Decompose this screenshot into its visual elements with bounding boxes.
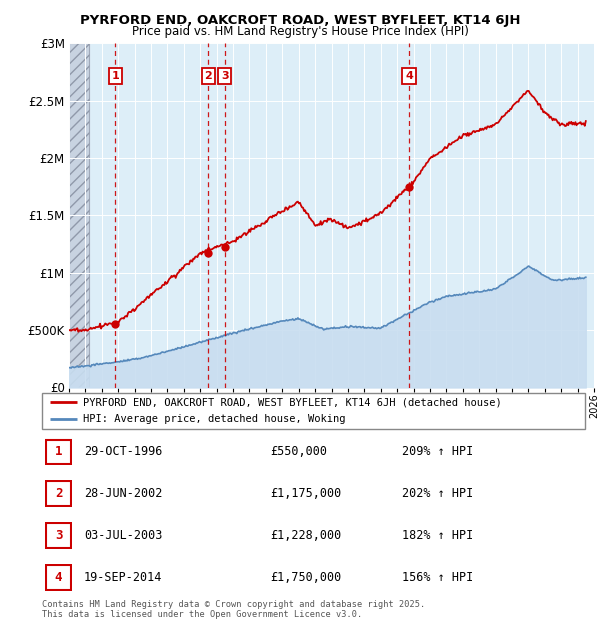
Text: 2: 2	[55, 487, 62, 500]
Text: 4: 4	[405, 71, 413, 81]
Text: 28-JUN-2002: 28-JUN-2002	[84, 487, 163, 500]
Text: £1,175,000: £1,175,000	[270, 487, 341, 500]
Bar	[69, 43, 89, 388]
FancyBboxPatch shape	[42, 393, 585, 429]
FancyBboxPatch shape	[46, 523, 71, 547]
Text: 3: 3	[55, 529, 62, 542]
Text: 156% ↑ HPI: 156% ↑ HPI	[402, 571, 473, 584]
Text: 1: 1	[112, 71, 119, 81]
Text: 19-SEP-2014: 19-SEP-2014	[84, 571, 163, 584]
Text: 4: 4	[55, 571, 62, 584]
FancyBboxPatch shape	[46, 482, 71, 506]
Text: Price paid vs. HM Land Registry's House Price Index (HPI): Price paid vs. HM Land Registry's House …	[131, 25, 469, 38]
Text: PYRFORD END, OAKCROFT ROAD, WEST BYFLEET, KT14 6JH (detached house): PYRFORD END, OAKCROFT ROAD, WEST BYFLEET…	[83, 397, 502, 407]
Text: 209% ↑ HPI: 209% ↑ HPI	[402, 445, 473, 458]
FancyBboxPatch shape	[46, 565, 71, 590]
Text: 3: 3	[221, 71, 229, 81]
FancyBboxPatch shape	[46, 440, 71, 464]
Text: PYRFORD END, OAKCROFT ROAD, WEST BYFLEET, KT14 6JH: PYRFORD END, OAKCROFT ROAD, WEST BYFLEET…	[80, 14, 520, 27]
Text: 202% ↑ HPI: 202% ↑ HPI	[402, 487, 473, 500]
Bar	[69, 43, 89, 388]
Text: 182% ↑ HPI: 182% ↑ HPI	[402, 529, 473, 542]
Text: 29-OCT-1996: 29-OCT-1996	[84, 445, 163, 458]
Text: This data is licensed under the Open Government Licence v3.0.: This data is licensed under the Open Gov…	[42, 610, 362, 619]
Text: 1: 1	[55, 445, 62, 458]
Text: HPI: Average price, detached house, Woking: HPI: Average price, detached house, Woki…	[83, 414, 345, 424]
Text: £550,000: £550,000	[270, 445, 327, 458]
Text: 2: 2	[205, 71, 212, 81]
Text: £1,750,000: £1,750,000	[270, 571, 341, 584]
Text: 03-JUL-2003: 03-JUL-2003	[84, 529, 163, 542]
Text: Contains HM Land Registry data © Crown copyright and database right 2025.: Contains HM Land Registry data © Crown c…	[42, 600, 425, 609]
Text: £1,228,000: £1,228,000	[270, 529, 341, 542]
